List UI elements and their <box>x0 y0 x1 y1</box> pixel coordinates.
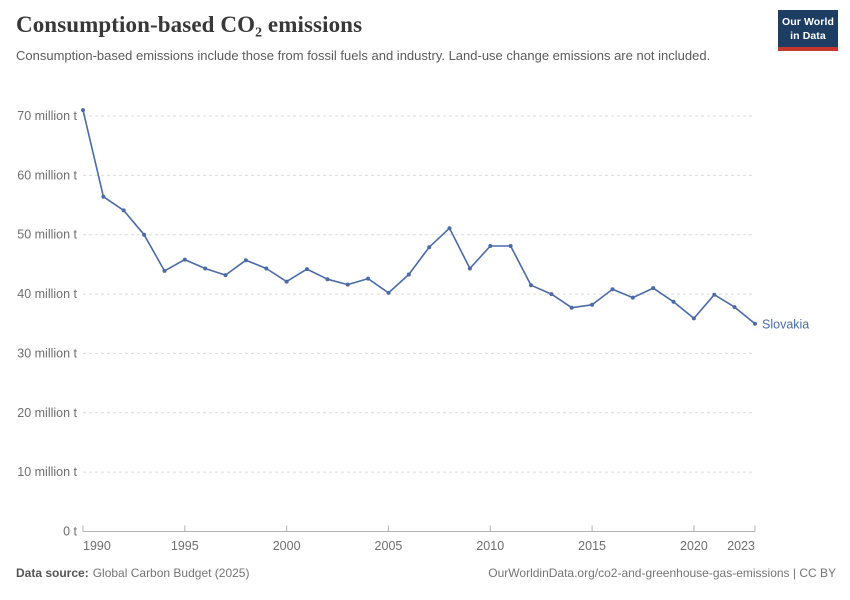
footer-link[interactable]: OurWorldinData.org/co2-and-greenhouse-ga… <box>488 566 836 580</box>
data-points[interactable] <box>81 108 757 326</box>
chart-plot-area[interactable]: 0 t 10 million t 20 million t 30 million t 4… <box>0 95 850 555</box>
svg-text:2020: 2020 <box>680 539 708 553</box>
owid-logo-line1: Our World <box>781 16 835 28</box>
svg-text:10 million t: 10 million t <box>17 465 77 479</box>
svg-text:2005: 2005 <box>375 539 403 553</box>
svg-text:40 million t: 40 million t <box>17 287 77 301</box>
svg-text:60 million t: 60 million t <box>17 168 77 182</box>
svg-text:1990: 1990 <box>83 539 111 553</box>
data-line[interactable] <box>82 109 756 325</box>
svg-text:70 million t: 70 million t <box>17 109 77 123</box>
data-source-label: Data source: <box>16 566 89 580</box>
owid-logo-line2: in Data <box>790 30 826 42</box>
svg-text:2010: 2010 <box>476 539 504 553</box>
svg-text:50 million t: 50 million t <box>17 228 77 242</box>
y-gridlines <box>83 115 755 473</box>
data-source: Data source: Global Carbon Budget (2025) <box>16 566 249 580</box>
chart-header: Consumption-based CO₂ emissions Consumpt… <box>16 10 838 66</box>
svg-text:0 t: 0 t <box>63 525 77 539</box>
chart-subtitle: Consumption-based emissions include thos… <box>16 48 711 63</box>
entity-label-slovakia[interactable]: Slovakia <box>762 317 809 331</box>
line-chart-svg[interactable]: 0 t 10 million t 20 million t 30 million t 4… <box>0 95 850 555</box>
svg-text:2015: 2015 <box>578 539 606 553</box>
svg-text:30 million t: 30 million t <box>17 346 77 360</box>
svg-text:20 million t: 20 million t <box>17 406 77 420</box>
svg-text:2023: 2023 <box>727 539 755 553</box>
owid-logo[interactable]: Our World in Data <box>778 10 838 51</box>
page-title: Consumption-based CO₂ emissions <box>16 12 363 37</box>
svg-text:1995: 1995 <box>171 539 199 553</box>
y-axis-labels: 0 t 10 million t 20 million t 30 million t 4… <box>17 109 77 539</box>
svg-text:2000: 2000 <box>273 539 301 553</box>
chart-footer: Data source: Global Carbon Budget (2025) … <box>16 566 836 580</box>
data-source-value: Global Carbon Budget (2025) <box>92 566 250 580</box>
x-axis: 1990 1995 2000 2005 2010 2015 2020 2023 <box>82 525 756 553</box>
